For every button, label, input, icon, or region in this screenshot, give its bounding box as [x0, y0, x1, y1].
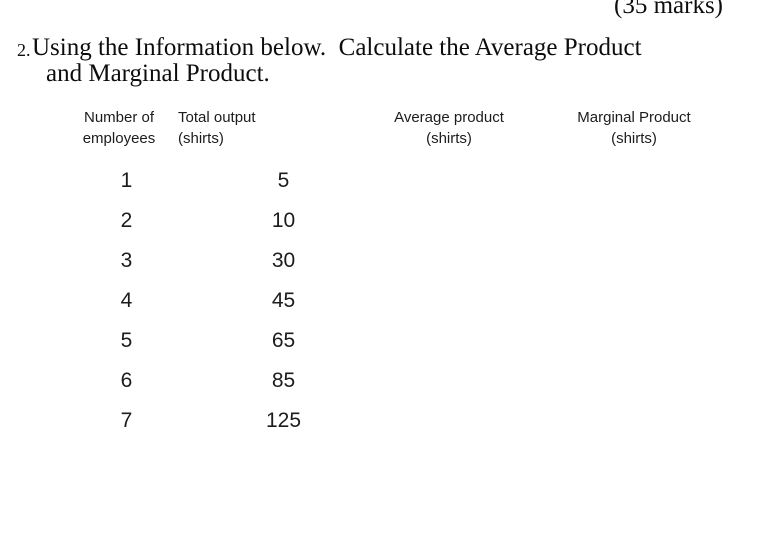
marginal-product-cell [564, 201, 704, 241]
average-product-cell [389, 401, 509, 441]
average-product-cell [389, 321, 509, 361]
employees-cell: 4 [120, 289, 133, 312]
col-header-number-of-employees: Number of employees [82, 109, 156, 147]
total-output-cell: 125 [265, 409, 302, 432]
employees-cell: 6 [120, 369, 133, 392]
table-body: 1 5 2 10 3 30 4 45 5 65 [0, 161, 768, 441]
total-output-cell: 30 [271, 249, 296, 272]
table-row: 7 125 [0, 401, 768, 441]
table-row: 6 85 [0, 361, 768, 401]
marginal-product-cell [564, 361, 704, 401]
total-output-cell: 5 [277, 169, 290, 192]
question-text: Using the Information below. Calculate t… [32, 34, 642, 87]
col-header-average-product: Average product (shirts) [394, 109, 504, 147]
average-product-cell [389, 241, 509, 281]
average-product-cell [389, 161, 509, 201]
employees-cell: 5 [120, 329, 133, 352]
table-row: 2 10 [0, 201, 768, 241]
marginal-product-cell [564, 281, 704, 321]
total-output-cell: 85 [271, 369, 296, 392]
employees-cell: 2 [120, 209, 133, 232]
total-output-cell: 65 [271, 329, 296, 352]
col-header-total-output: Total output (shirts) [178, 109, 256, 147]
average-product-cell [389, 201, 509, 241]
average-product-cell [389, 281, 509, 321]
total-output-cell: 10 [271, 209, 296, 232]
employees-cell: 3 [120, 249, 133, 272]
question-number: 2. [17, 40, 31, 60]
table-row: 5 65 [0, 321, 768, 361]
total-output-cell: 45 [271, 289, 296, 312]
marginal-product-cell [564, 241, 704, 281]
employees-cell: 1 [120, 169, 133, 192]
marginal-product-cell [564, 321, 704, 361]
table-row: 4 45 [0, 281, 768, 321]
marginal-product-cell [564, 401, 704, 441]
col-header-marginal-product: Marginal Product (shirts) [577, 109, 691, 147]
marks-label: (35 marks) [614, 0, 723, 19]
table-row: 1 5 [0, 161, 768, 201]
average-product-cell [389, 361, 509, 401]
table-row: 3 30 [0, 241, 768, 281]
marginal-product-cell [564, 161, 704, 201]
employees-cell: 7 [120, 409, 133, 432]
